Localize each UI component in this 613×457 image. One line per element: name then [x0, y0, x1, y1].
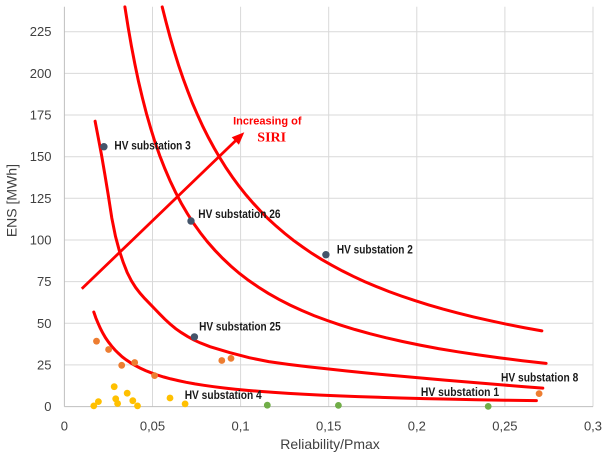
svg-text:175: 175: [30, 108, 52, 123]
svg-text:75: 75: [37, 274, 51, 289]
svg-text:225: 225: [30, 24, 52, 39]
svg-text:50: 50: [37, 316, 51, 331]
svg-text:Increasing of: Increasing of: [233, 116, 302, 128]
svg-text:150: 150: [30, 149, 52, 164]
svg-text:SIRI: SIRI: [257, 131, 286, 146]
svg-text:HV substation 3: HV substation 3: [114, 141, 190, 153]
svg-text:HV substation 26: HV substation 26: [198, 209, 280, 221]
svg-text:100: 100: [30, 233, 52, 248]
svg-text:0,05: 0,05: [140, 419, 165, 434]
svg-text:ENS [MWh]: ENS [MWh]: [4, 164, 20, 237]
svg-text:0,25: 0,25: [492, 419, 517, 434]
svg-text:HV substation 25: HV substation 25: [199, 321, 281, 333]
svg-text:0,15: 0,15: [316, 419, 341, 434]
svg-text:25: 25: [37, 357, 51, 372]
svg-text:Reliability/Pmax: Reliability/Pmax: [280, 436, 380, 452]
svg-text:0,1: 0,1: [232, 419, 250, 434]
svg-text:HV substation 4: HV substation 4: [185, 390, 263, 402]
svg-text:0: 0: [61, 419, 68, 434]
svg-text:0,2: 0,2: [408, 419, 426, 434]
svg-text:0: 0: [44, 399, 51, 414]
svg-text:125: 125: [30, 191, 52, 206]
svg-text:HV substation 1: HV substation 1: [421, 387, 500, 399]
svg-text:HV substation 2: HV substation 2: [337, 245, 413, 257]
svg-text:0,3: 0,3: [584, 419, 602, 434]
svg-text:200: 200: [30, 66, 52, 81]
svg-text:HV substation 8: HV substation 8: [501, 373, 579, 385]
